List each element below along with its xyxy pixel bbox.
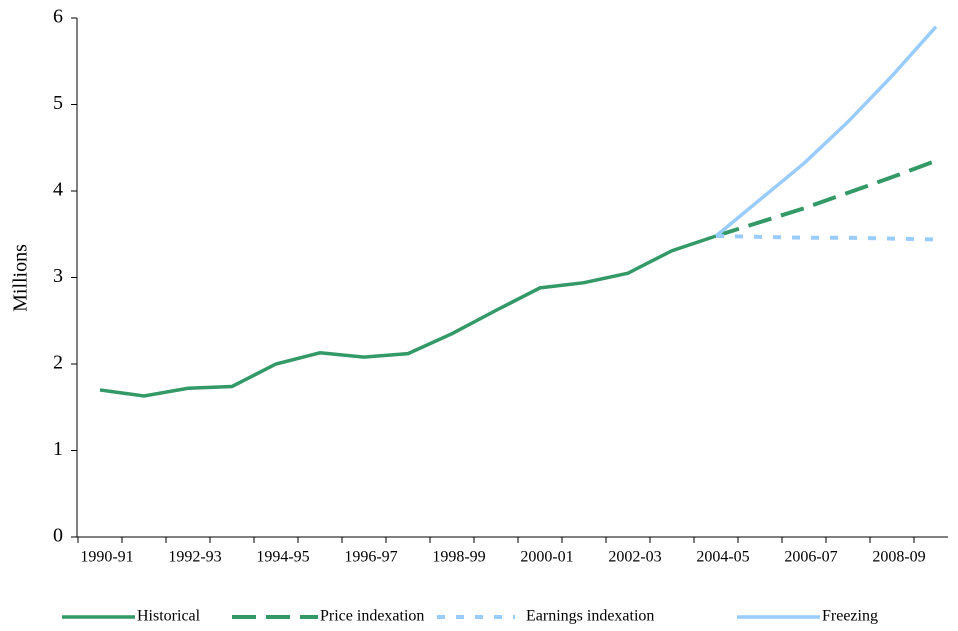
x-tick-label: 1992-93 — [168, 549, 221, 566]
x-tick-label: 1998-99 — [432, 549, 485, 566]
y-tick-label: 0 — [53, 525, 63, 547]
series-line — [715, 233, 937, 242]
x-tick-label: 2002-03 — [608, 549, 661, 566]
x-tick-label: 1990-91 — [80, 549, 133, 566]
legend-label: Historical — [137, 608, 201, 625]
x-tick-label: 1994-95 — [256, 549, 309, 566]
y-tick-label: 4 — [53, 179, 63, 201]
legend-label: Earnings indexation — [526, 608, 654, 625]
series-line — [715, 158, 937, 238]
series-line — [714, 25, 938, 238]
y-axis-label: Millions — [10, 244, 32, 312]
y-tick-label: 6 — [53, 6, 63, 28]
y-tick-label: 1 — [53, 438, 63, 460]
x-tick-label: 2008-09 — [872, 549, 925, 566]
x-tick-label: 2000-01 — [520, 549, 573, 566]
legend-label: Price indexation — [320, 608, 424, 625]
series-line — [99, 234, 717, 398]
x-tick-label: 2006-07 — [784, 549, 837, 566]
x-tick-label: 2004-05 — [696, 549, 749, 566]
y-tick-label: 2 — [53, 352, 63, 374]
x-tick-label: 1996-97 — [344, 549, 397, 566]
y-tick-label: 5 — [53, 92, 63, 114]
y-tick-label: 3 — [53, 265, 63, 287]
legend-label: Freezing — [822, 608, 878, 625]
